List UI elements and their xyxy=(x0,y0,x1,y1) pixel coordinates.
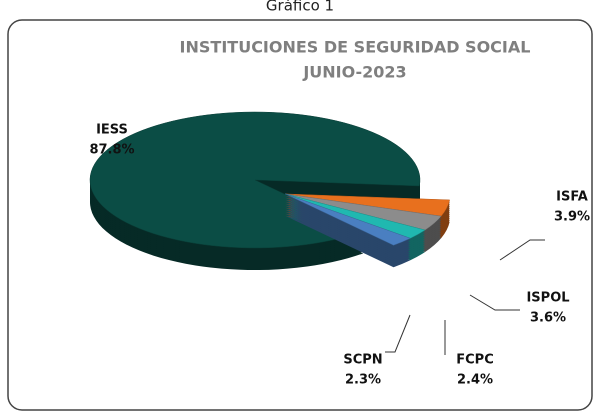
value-label: 2.4% xyxy=(457,373,493,388)
labels: IESS 87.8% ISFA 3.9% ISPOL 3.6% FCPC 2.4% SCPN 2.… xyxy=(89,123,590,388)
chart-title: INSTITUCIONES DE SEGURIDAD SOCIAL xyxy=(180,38,531,57)
leader-line xyxy=(499,239,545,261)
value-label: 2.3% xyxy=(345,373,381,388)
leader-line xyxy=(385,314,411,353)
category-label: ISFA xyxy=(556,190,588,205)
pie xyxy=(89,111,450,270)
category-label: SCPN xyxy=(343,353,382,368)
category-label: IESS xyxy=(96,123,128,138)
chart-subtitle: JUNIO-2023 xyxy=(302,63,406,82)
category-label: ISPOL xyxy=(526,291,569,306)
leaders xyxy=(385,239,545,355)
caption: Gráfico 1 xyxy=(266,0,334,15)
slice xyxy=(285,193,411,246)
value-label: 87.8% xyxy=(89,143,134,158)
slice xyxy=(89,111,421,249)
leader-line xyxy=(469,294,520,311)
value-label: 3.9% xyxy=(554,210,590,225)
category-label: FCPC xyxy=(456,353,494,368)
value-label: 3.6% xyxy=(530,311,566,326)
